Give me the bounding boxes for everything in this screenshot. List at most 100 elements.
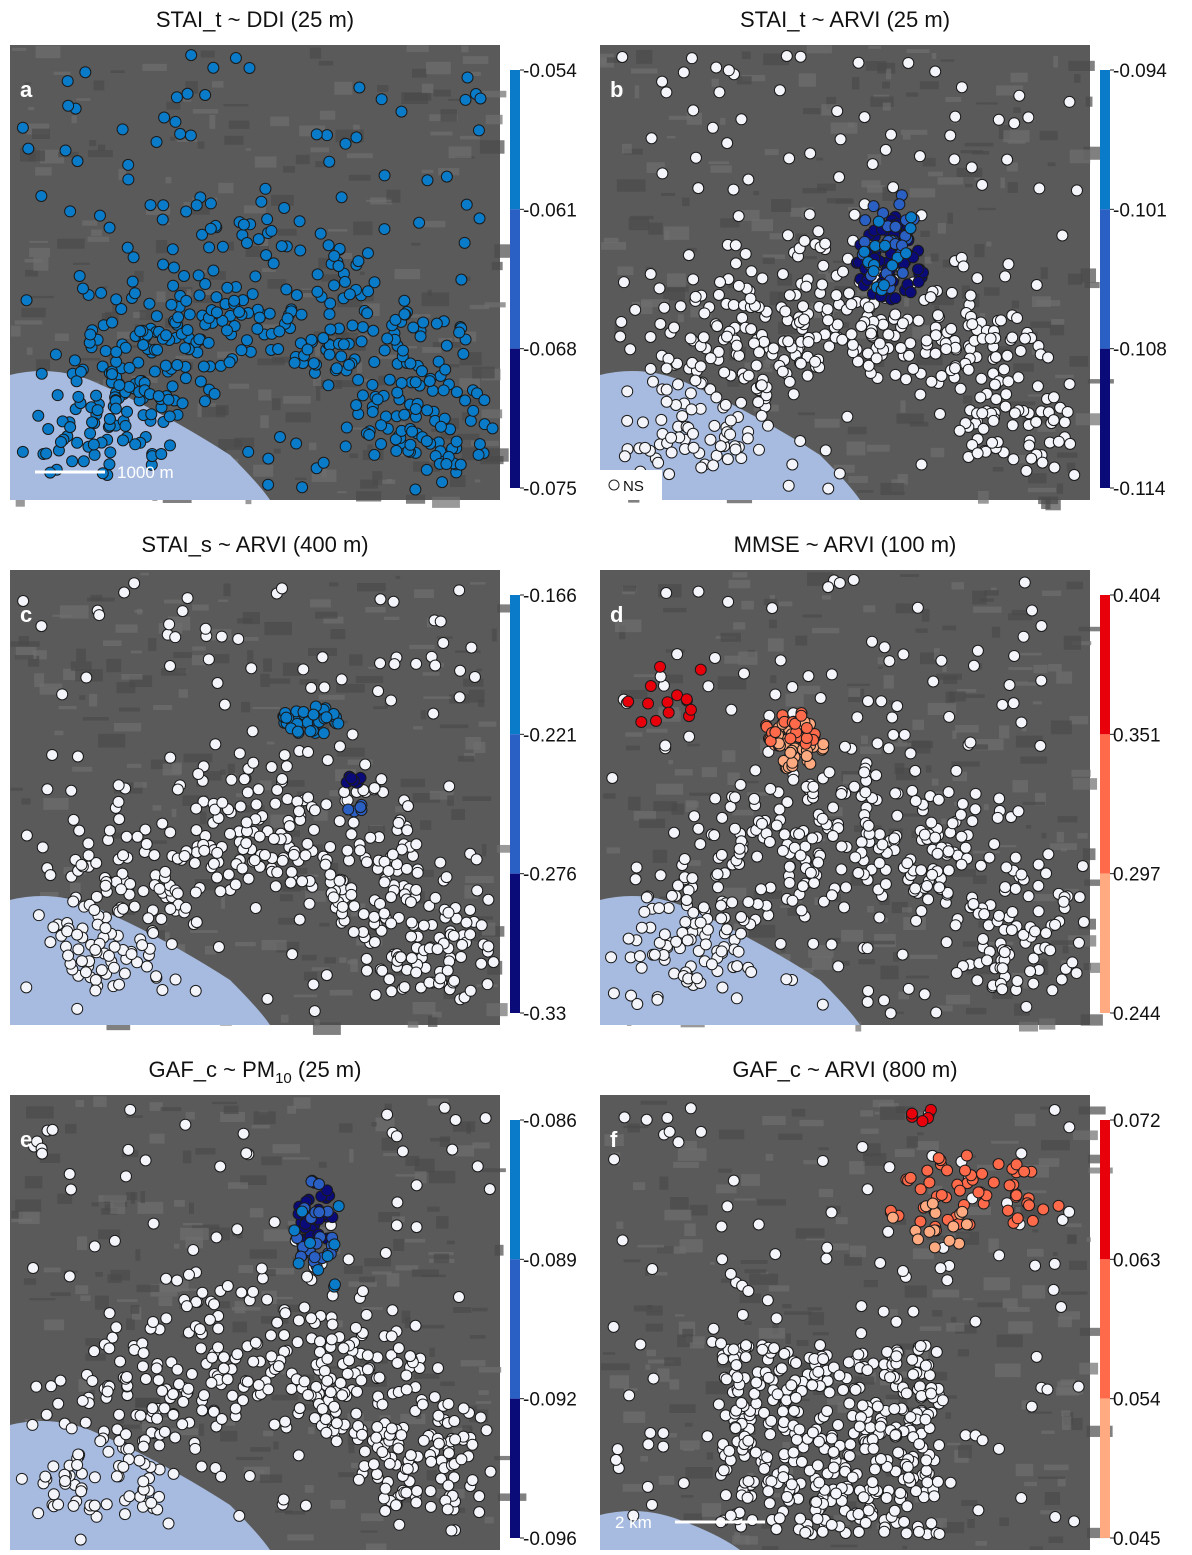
terrain xyxy=(967,1519,974,1528)
terrain xyxy=(432,1012,442,1018)
site-dot xyxy=(375,658,386,669)
terrain xyxy=(232,1307,261,1311)
site-dot xyxy=(241,335,252,346)
site-dot xyxy=(212,677,223,688)
terrain xyxy=(709,161,730,164)
site-dot xyxy=(195,1343,206,1354)
site-dot xyxy=(488,957,499,968)
site-dot xyxy=(411,1497,422,1508)
terrain xyxy=(426,62,451,74)
site-dot xyxy=(941,937,952,948)
terrain xyxy=(283,166,295,172)
site-dot xyxy=(788,774,799,785)
terrain xyxy=(984,1277,1010,1290)
site-dot xyxy=(1078,917,1089,928)
site-dot xyxy=(834,172,845,183)
terrain xyxy=(659,1476,675,1485)
terrain xyxy=(623,1411,645,1422)
terrain xyxy=(431,132,453,136)
terrain xyxy=(310,599,331,607)
site-dot xyxy=(297,482,308,493)
terrain xyxy=(1000,177,1004,188)
site-dot xyxy=(243,873,254,884)
site-dot xyxy=(114,814,125,825)
terrain xyxy=(628,797,640,811)
site-dot xyxy=(183,1269,194,1280)
site-dot xyxy=(421,464,432,475)
terrain xyxy=(131,651,142,654)
terrain xyxy=(387,1273,400,1287)
site-dot xyxy=(688,442,699,453)
site-dot xyxy=(781,974,792,985)
site-dot xyxy=(661,384,672,395)
terrain xyxy=(972,591,986,605)
terrain xyxy=(88,150,113,157)
site-dot xyxy=(96,287,107,298)
site-dot xyxy=(1053,436,1064,447)
site-dot xyxy=(16,1473,27,1484)
site-dot xyxy=(437,477,448,488)
terrain xyxy=(965,694,985,698)
site-dot xyxy=(173,312,184,323)
site-dot xyxy=(352,1386,363,1397)
site-dot xyxy=(993,114,1004,125)
site-dot xyxy=(743,174,754,185)
site-dot xyxy=(218,1363,229,1374)
terrain xyxy=(54,72,71,75)
site-dot xyxy=(732,1372,743,1383)
site-dot xyxy=(885,1008,896,1019)
site-dot xyxy=(269,1419,280,1430)
terrain xyxy=(72,767,92,772)
site-dot xyxy=(274,326,285,337)
site-dot xyxy=(734,843,745,854)
site-dot xyxy=(53,1499,64,1510)
significant-dot xyxy=(818,739,829,750)
terrain xyxy=(963,941,977,946)
terrain xyxy=(1013,107,1020,113)
site-dot xyxy=(444,781,455,792)
terrain xyxy=(741,1260,768,1264)
site-dot xyxy=(393,817,404,828)
site-dot xyxy=(1013,372,1024,383)
site-dot xyxy=(661,87,672,98)
site-dot xyxy=(252,323,263,334)
site-dot xyxy=(41,448,52,459)
site-dot xyxy=(384,1458,395,1469)
terrain xyxy=(941,59,955,61)
terrain xyxy=(407,45,429,52)
site-dot xyxy=(805,148,816,159)
site-dot xyxy=(471,854,482,865)
site-dot xyxy=(623,933,634,944)
terrain xyxy=(762,1116,786,1125)
terrain xyxy=(947,1443,960,1446)
site-dot xyxy=(664,469,675,480)
site-dot xyxy=(151,1363,162,1374)
terrain xyxy=(675,769,693,775)
site-dot xyxy=(359,1461,370,1472)
site-dot xyxy=(891,1316,902,1327)
site-dot xyxy=(1073,937,1084,948)
site-dot xyxy=(747,1515,758,1526)
site-dot xyxy=(762,420,773,431)
terrain xyxy=(26,1106,54,1118)
site-dot xyxy=(460,94,471,105)
terrain xyxy=(974,244,984,257)
terrain xyxy=(480,140,505,153)
panel-title: STAI_t ~ DDI (25 m) xyxy=(156,7,354,32)
site-dot xyxy=(844,1450,855,1461)
site-dot xyxy=(443,1398,454,1409)
site-dot xyxy=(134,1455,145,1466)
site-dot xyxy=(309,1006,320,1017)
site-dot xyxy=(393,1343,404,1354)
site-dot xyxy=(742,433,753,444)
significant-dot xyxy=(318,728,329,739)
site-dot xyxy=(714,87,725,98)
terrain xyxy=(195,1148,215,1154)
terrain xyxy=(1026,825,1031,829)
site-dot xyxy=(812,1513,823,1524)
site-dot xyxy=(784,153,795,164)
site-dot xyxy=(1033,859,1044,870)
site-dot xyxy=(386,1331,397,1342)
site-dot xyxy=(216,1413,227,1424)
site-dot xyxy=(206,1377,217,1388)
